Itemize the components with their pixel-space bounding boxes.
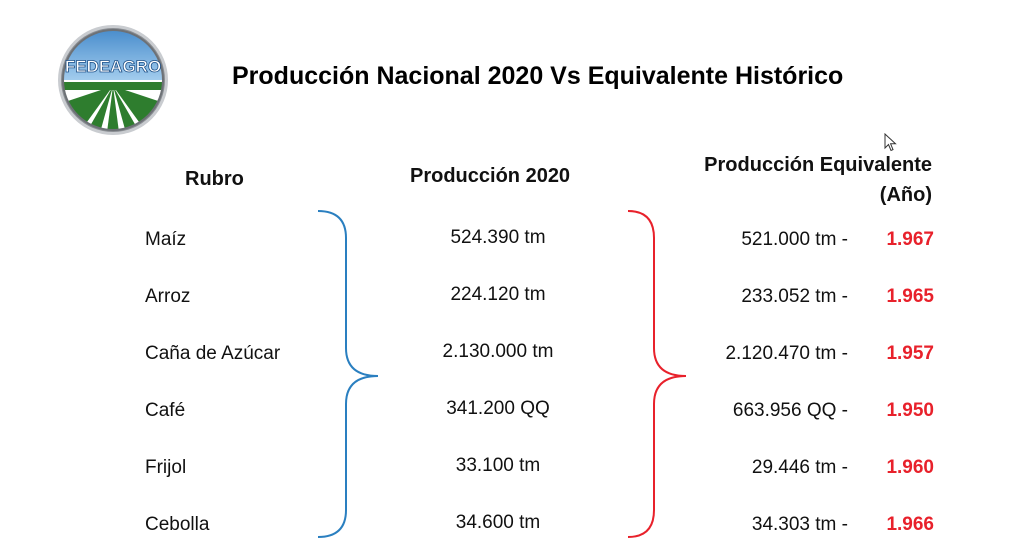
blue-brace bbox=[317, 210, 379, 538]
produccion-cell: 33.100 tm bbox=[455, 455, 541, 476]
mouse-pointer-icon bbox=[884, 133, 897, 152]
anio-cell: 1.960 bbox=[886, 457, 934, 478]
rubro-cell: Café bbox=[145, 400, 186, 421]
header-rubro: Rubro bbox=[185, 168, 244, 190]
produccion-cell: 2.130.000 tm bbox=[442, 341, 554, 362]
fedeagro-logo: FEDEAGRO bbox=[58, 25, 168, 135]
header-produccion-equivalente: Producción Equivalente (Año) bbox=[668, 150, 932, 210]
rubro-cell: Arroz bbox=[145, 286, 191, 307]
equivalente-cell: 29.446 tm - bbox=[751, 457, 848, 478]
produccion-cell: 524.390 tm bbox=[450, 227, 546, 248]
header-equivalente-line1: Producción Equivalente bbox=[704, 154, 932, 176]
equivalente-cell: 233.052 tm - bbox=[741, 286, 848, 307]
rubro-cell: Maíz bbox=[145, 229, 187, 250]
equivalente-cell: 34.303 tm - bbox=[751, 514, 848, 535]
anio-cell: 1.957 bbox=[886, 343, 934, 364]
header-produccion-2020: Producción 2020 bbox=[410, 165, 571, 187]
red-brace bbox=[627, 210, 687, 538]
equivalente-cell: 521.000 tm - bbox=[741, 229, 848, 250]
rubro-cell: Caña de Azúcar bbox=[145, 343, 281, 364]
header-equivalente-line2: (Año) bbox=[879, 184, 932, 206]
anio-cell: 1.965 bbox=[886, 286, 934, 307]
page-title: Producción Nacional 2020 Vs Equivalente … bbox=[232, 62, 844, 90]
logo-text: FEDEAGRO bbox=[65, 57, 161, 76]
produccion-cell: 34.600 tm bbox=[455, 512, 541, 533]
equivalente-cell: 2.120.470 tm - bbox=[725, 343, 848, 364]
equivalente-cell: 663.956 QQ - bbox=[732, 400, 848, 421]
anio-cell: 1.967 bbox=[886, 229, 934, 250]
rubro-cell: Frijol bbox=[145, 457, 187, 478]
rubro-cell: Cebolla bbox=[145, 514, 210, 535]
anio-cell: 1.950 bbox=[886, 400, 934, 421]
produccion-cell: 341.200 QQ bbox=[446, 398, 550, 419]
anio-cell: 1.966 bbox=[886, 514, 934, 535]
produccion-cell: 224.120 tm bbox=[450, 284, 546, 305]
